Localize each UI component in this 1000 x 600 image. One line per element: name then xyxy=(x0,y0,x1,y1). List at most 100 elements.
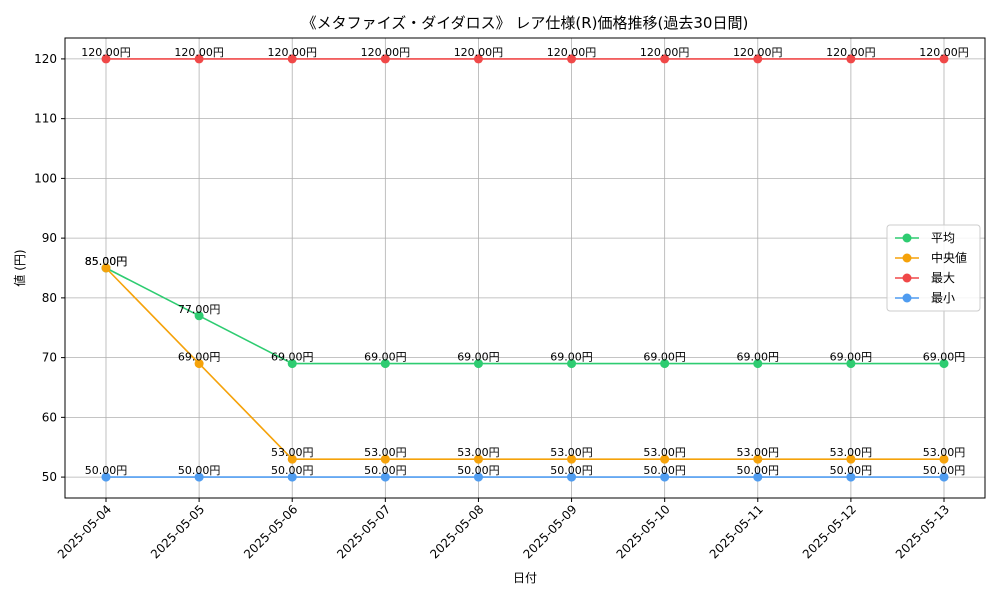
series-point-2 xyxy=(939,454,949,464)
data-label: 50.00円 xyxy=(457,464,500,477)
series-point-3 xyxy=(287,54,297,64)
data-label: 85.00円 xyxy=(85,255,128,268)
data-label: 69.00円 xyxy=(643,351,686,364)
legend-label: 最小 xyxy=(931,291,955,305)
series-point-3 xyxy=(567,54,577,64)
series-point-2 xyxy=(194,359,204,369)
series-point-4 xyxy=(753,472,763,482)
series-point-3 xyxy=(194,54,204,64)
series-line-2 xyxy=(105,267,944,460)
x-tick-label: 2025-05-10 xyxy=(614,502,673,561)
series-point-1 xyxy=(567,359,577,369)
legend-marker-4 xyxy=(902,293,912,303)
series-point-1 xyxy=(473,359,483,369)
series-point-2 xyxy=(473,454,483,464)
data-label: 120.00円 xyxy=(919,46,969,59)
data-label: 50.00円 xyxy=(830,464,873,477)
x-tick-label: 2025-05-05 xyxy=(148,502,207,561)
series-point-2 xyxy=(287,454,297,464)
x-axis: 2025-05-04 2025-05-05 2025-05-06 2025-05-07… xyxy=(55,498,952,561)
series-point-4 xyxy=(846,472,856,482)
data-label: 50.00円 xyxy=(85,464,128,477)
data-label: 120.00円 xyxy=(174,46,224,59)
series-point-1 xyxy=(660,359,670,369)
data-label: 69.00円 xyxy=(364,351,407,364)
series-point-2 xyxy=(846,454,856,464)
data-label: 69.00円 xyxy=(457,351,500,364)
chart-title: 《メタファイズ・ダイダロス》 レア仕様(R)価格推移(過去30日間) xyxy=(302,14,749,32)
data-label: 53.00円 xyxy=(737,446,780,459)
y-tick-label: 100 xyxy=(34,171,57,185)
data-label: 120.00円 xyxy=(81,46,131,59)
data-label: 77.00円 xyxy=(178,303,221,316)
data-label: 50.00円 xyxy=(364,464,407,477)
series-point-4 xyxy=(473,472,483,482)
series-line-1 xyxy=(105,267,944,365)
series-point-4 xyxy=(287,472,297,482)
data-label: 53.00円 xyxy=(271,446,314,459)
data-label: 85.00円 xyxy=(85,255,128,268)
y-tick-label: 50 xyxy=(42,470,57,484)
grid-lines xyxy=(65,38,985,498)
data-label: 50.00円 xyxy=(923,464,966,477)
x-tick-label: 2025-05-12 xyxy=(800,502,859,561)
series-point-1 xyxy=(939,359,949,369)
data-label: 69.00円 xyxy=(550,351,593,364)
legend-label: 中央値 xyxy=(931,250,967,265)
data-label: 53.00円 xyxy=(643,446,686,459)
x-tick-label: 2025-05-13 xyxy=(893,502,952,561)
series-point-3 xyxy=(380,54,390,64)
series-point-3 xyxy=(939,54,949,64)
data-label: 120.00円 xyxy=(267,46,317,59)
data-label: 69.00円 xyxy=(271,351,314,364)
data-label: 69.00円 xyxy=(923,351,966,364)
data-label: 50.00円 xyxy=(550,464,593,477)
series-point-3 xyxy=(660,54,670,64)
series-point-4 xyxy=(939,472,949,482)
y-tick-label: 110 xyxy=(34,112,57,126)
y-tick-label: 70 xyxy=(42,351,57,365)
series-point-1 xyxy=(753,359,763,369)
data-labels: 85.00円 77.00円 69.00円 69.00円 69.00円 69.00円 69.0… xyxy=(81,46,969,477)
data-label: 120.00円 xyxy=(826,46,876,59)
data-label: 120.00円 xyxy=(361,46,411,59)
series-point-2 xyxy=(101,263,111,273)
series-point-3 xyxy=(846,54,856,64)
series-point-1 xyxy=(380,359,390,369)
data-label: 120.00円 xyxy=(640,46,690,59)
x-tick-label: 2025-05-04 xyxy=(55,502,114,561)
data-label: 69.00円 xyxy=(178,351,221,364)
series-point-1 xyxy=(287,359,297,369)
y-tick-label: 120 xyxy=(34,52,57,66)
legend-frame xyxy=(886,224,981,312)
legend-marker-1 xyxy=(902,233,912,243)
series-point-1 xyxy=(846,359,856,369)
data-label: 120.00円 xyxy=(733,46,783,59)
data-label: 69.00円 xyxy=(830,351,873,364)
series-group xyxy=(101,54,949,482)
y-tick-label: 80 xyxy=(42,291,57,305)
data-label: 53.00円 xyxy=(364,446,407,459)
series-point-3 xyxy=(101,54,111,64)
y-axis: 50 60 70 80 90 100 110 120 xyxy=(34,52,65,484)
series-point-3 xyxy=(473,54,483,64)
data-label: 53.00円 xyxy=(457,446,500,459)
legend-marker-3 xyxy=(902,273,912,283)
data-label: 50.00円 xyxy=(271,464,314,477)
data-label: 50.00円 xyxy=(178,464,221,477)
x-tick-label: 2025-05-06 xyxy=(241,502,300,561)
data-label: 53.00円 xyxy=(923,446,966,459)
series-point-3 xyxy=(753,54,763,64)
series-point-4 xyxy=(101,472,111,482)
series-point-2 xyxy=(380,454,390,464)
plot-frame xyxy=(64,37,986,499)
x-tick-label: 2025-05-07 xyxy=(334,502,393,561)
series-point-4 xyxy=(660,472,670,482)
legend-label: 最大 xyxy=(931,271,955,285)
data-label: 53.00円 xyxy=(830,446,873,459)
series-point-2 xyxy=(567,454,577,464)
y-axis-title: 値 (円) xyxy=(12,249,27,286)
data-label: 120.00円 xyxy=(547,46,597,59)
data-label: 53.00円 xyxy=(550,446,593,459)
